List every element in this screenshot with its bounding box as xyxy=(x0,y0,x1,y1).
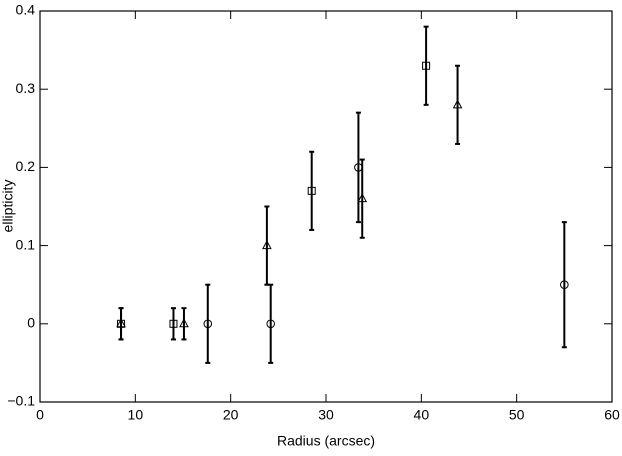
triangle-marker xyxy=(357,193,368,203)
x-tick-label: 60 xyxy=(604,407,620,423)
triangle-marker xyxy=(179,318,189,328)
x-tick-label: 30 xyxy=(318,407,334,423)
x-axis-label: Radius (arcsec) xyxy=(277,433,375,449)
x-tick-label: 50 xyxy=(509,407,525,423)
square-marker xyxy=(169,319,178,328)
x-tick-label: 0 xyxy=(36,407,44,423)
circle-marker xyxy=(560,280,569,290)
circle-marker xyxy=(203,319,213,329)
triangle-marker xyxy=(116,318,126,328)
triangle-marker xyxy=(452,99,463,109)
y-tick-label: 0.4 xyxy=(16,2,36,18)
x-tick-label: 20 xyxy=(223,407,239,423)
y-tick-label: 0.1 xyxy=(16,236,36,252)
plot-frame xyxy=(39,10,613,403)
y-tick-label: −0.1 xyxy=(7,393,35,409)
square-marker xyxy=(307,186,316,195)
y-tick-label: 0 xyxy=(27,315,35,331)
circle-marker xyxy=(354,163,363,172)
y-axis-label: ellipticity xyxy=(0,180,16,233)
circle-marker xyxy=(266,319,276,329)
triangle-marker xyxy=(262,240,272,250)
x-tick-label: 40 xyxy=(414,407,430,423)
x-tick-label: 10 xyxy=(128,407,144,423)
y-tick-label: 0.2 xyxy=(16,158,36,174)
square-marker xyxy=(422,61,431,70)
y-tick-label: 0.3 xyxy=(16,80,36,96)
